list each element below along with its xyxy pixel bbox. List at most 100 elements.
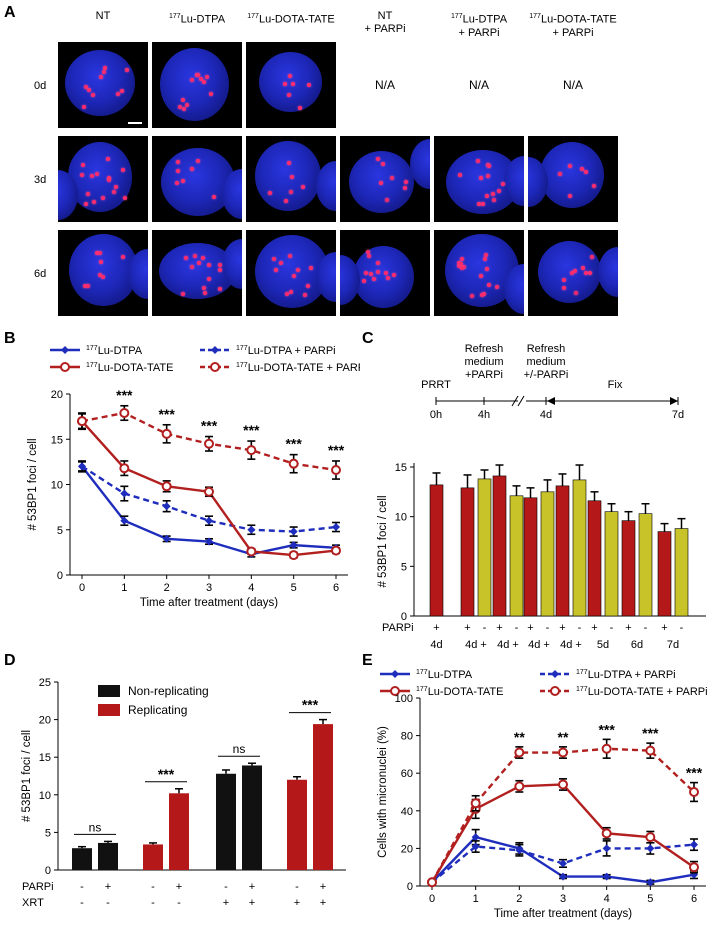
- foci-dot: [589, 254, 594, 259]
- timeline-arrow: [547, 397, 555, 405]
- foci-dot: [362, 278, 367, 283]
- foci-dot: [102, 70, 107, 75]
- nucleus: [65, 49, 135, 116]
- foci-dot: [82, 284, 87, 289]
- foci-dot: [490, 191, 495, 196]
- data-point: [689, 862, 699, 873]
- foci-dot: [306, 82, 311, 87]
- foci-dot: [107, 177, 112, 182]
- group-label: 4d: [430, 639, 442, 650]
- foci-dot: [115, 92, 120, 97]
- timeline-label: PRRT: [421, 379, 451, 391]
- legend-marker: [211, 346, 219, 354]
- timeline-label: Refresh: [465, 343, 504, 355]
- significance-label: **: [558, 729, 569, 745]
- bar: [509, 495, 524, 617]
- x-tick-label: 5: [647, 893, 653, 905]
- foci-dot: [114, 185, 119, 190]
- data-point: [246, 445, 257, 456]
- bar: [657, 531, 672, 617]
- nucleus: [504, 155, 524, 206]
- column-header: 177Lu-DTPA: [168, 13, 226, 26]
- group-label: 6d: [631, 639, 643, 650]
- foci-dot: [573, 290, 578, 295]
- foci-dot: [285, 292, 290, 297]
- legend-label: 177Lu-DTPA: [416, 669, 473, 681]
- group-label: 4d +: [465, 639, 487, 650]
- foci-dot: [272, 256, 276, 261]
- panel-label-a: A: [4, 4, 16, 21]
- data-point: [204, 486, 214, 497]
- x-axis-label: Time after treatment (days): [494, 908, 632, 920]
- foci-dot: [487, 282, 492, 287]
- legend-label: 177Lu-DTPA + PARPi: [236, 345, 336, 357]
- foci-dot: [195, 72, 200, 77]
- foci-dot: [477, 201, 482, 206]
- data-point: [162, 534, 171, 543]
- significance-label: ***: [642, 725, 659, 741]
- significance-label: ***: [686, 765, 703, 781]
- parpi-sign: -: [295, 881, 299, 893]
- foci-dot: [492, 198, 497, 203]
- nucleus: [353, 245, 415, 308]
- data-point: [331, 545, 341, 556]
- foci-dot: [184, 102, 189, 107]
- legend-label: 177Lu-DOTA-TATE: [416, 686, 503, 698]
- data-point: [602, 844, 611, 853]
- foci-dot: [121, 168, 126, 173]
- foci-dot: [567, 164, 572, 169]
- foci-dot: [180, 178, 185, 183]
- foci-dot: [476, 159, 481, 164]
- y-tick-label: 15: [39, 752, 51, 764]
- foci-dot: [268, 190, 273, 195]
- legend-marker: [551, 670, 559, 678]
- parpi-sign: +: [433, 622, 439, 634]
- significance-label: **: [514, 729, 525, 745]
- foci-dot: [458, 172, 463, 177]
- nucleus: [316, 252, 336, 303]
- micrograph-image: [246, 230, 336, 316]
- foci-dot: [381, 161, 386, 166]
- foci-dot: [202, 290, 207, 295]
- foci-dot: [84, 201, 89, 206]
- parpi-sign: -: [151, 881, 155, 893]
- foci-dot: [289, 175, 294, 180]
- foci-dot: [376, 261, 381, 266]
- y-axis-label: # 53BP1 foci / cell: [27, 438, 39, 530]
- foci-dot: [120, 89, 125, 94]
- foci-dot: [487, 163, 492, 168]
- panel-label-e: E: [362, 652, 373, 669]
- y-tick-label: 5: [401, 561, 407, 573]
- foci-dot: [384, 197, 389, 202]
- foci-dot: [98, 75, 103, 80]
- foci-dot: [95, 251, 100, 256]
- y-tick-label: 20: [39, 715, 51, 727]
- x-tick-label: 6: [691, 893, 697, 905]
- foci-dot: [558, 171, 563, 176]
- foci-dot: [176, 168, 181, 173]
- bar: [540, 491, 555, 617]
- x-tick-label: 3: [206, 582, 212, 594]
- row-label: 0d: [34, 80, 47, 92]
- data-point: [646, 878, 655, 887]
- timeline-break: [511, 395, 519, 407]
- bar: [169, 793, 189, 870]
- data-point: [646, 844, 655, 853]
- foci-dot: [92, 199, 97, 204]
- y-tick-label: 25: [39, 677, 51, 689]
- y-tick-label: 40: [401, 806, 413, 818]
- foci-dot: [371, 276, 376, 281]
- foci-dot: [478, 274, 483, 279]
- foci-dot: [111, 189, 116, 194]
- data-point: [77, 416, 87, 427]
- foci-dot: [202, 286, 207, 291]
- parpi-sign: -: [80, 881, 84, 893]
- legend-marker: [550, 686, 560, 696]
- foci-dot: [587, 271, 592, 276]
- y-tick-label: 15: [51, 434, 63, 446]
- chart-e-micronuclei: 177Lu-DTPA 177Lu-DTPA + PARPi 177Lu-DOTA-T…: [377, 669, 708, 920]
- foci-dot: [80, 172, 85, 177]
- xrt-sign: +: [320, 897, 326, 909]
- parpi-sign: +: [527, 622, 533, 634]
- data-point: [558, 779, 568, 790]
